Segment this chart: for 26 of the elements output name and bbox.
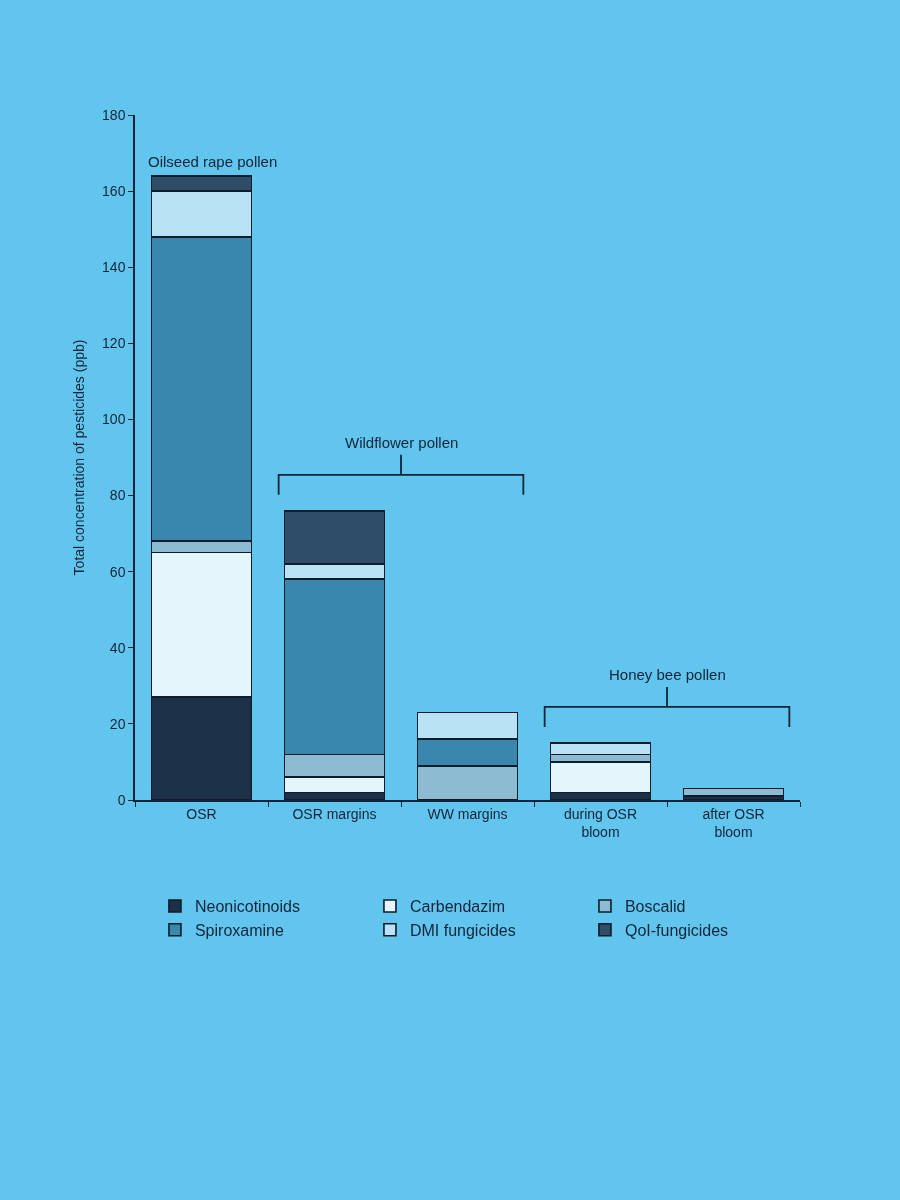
y-tick-label: 160 [102,183,126,200]
legend-label: QoI-fungicides [624,921,729,939]
annotation: Wildflower pollen [345,434,459,451]
x-tick-label: after OSR bloom [702,805,765,840]
legend-label: Spiroxamine [194,921,284,939]
x-tick-label: during OSR bloom [563,805,638,840]
y-tick-label: 180 [102,106,126,123]
annotation: Oilseed rape pollen [148,153,278,170]
x-tick-label: OSR margins [292,805,377,822]
y-tick-label: 20 [109,715,126,732]
legend-label: Carbendazim [409,898,506,916]
y-tick-label: 100 [102,411,126,428]
x-tick-label: WW margins [427,805,508,822]
y-tick-label: 140 [102,259,126,276]
y-tick-label: 40 [109,639,126,656]
y-tick-label: 0 [117,791,126,808]
legend-label: DMI fungicides [409,921,516,939]
y-tick-label: 80 [109,487,126,504]
bar [682,787,785,797]
legend-label: Boscalid [624,898,686,916]
y-axis-title: Total concentration of pesticides (ppb) [71,339,88,576]
x-tick-label: OSR [186,805,217,822]
y-tick-label: 60 [109,563,126,580]
annotation: Honey bee pollen [609,666,726,683]
y-tick-label: 120 [102,335,126,352]
legend-label: Neonicotinoids [194,898,300,916]
